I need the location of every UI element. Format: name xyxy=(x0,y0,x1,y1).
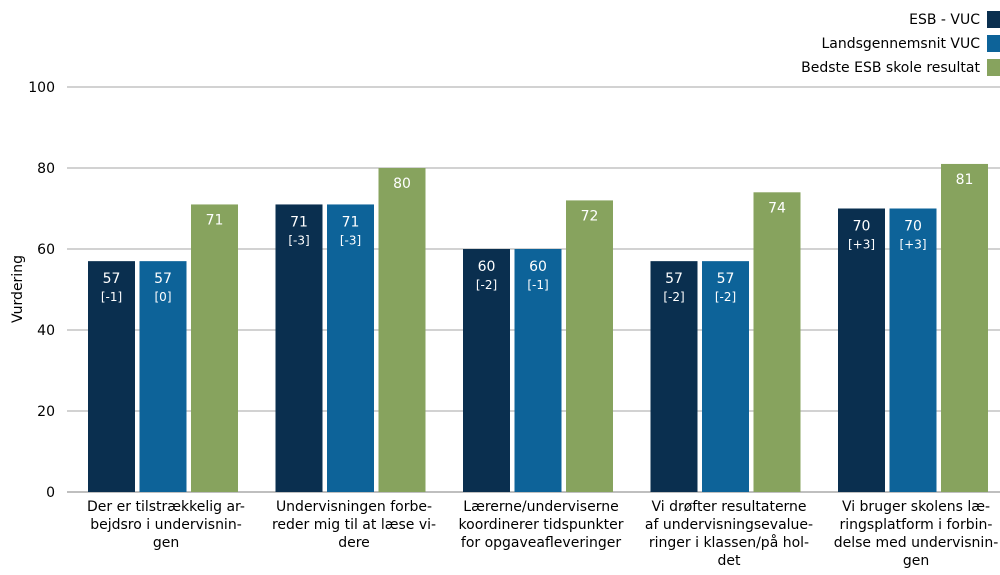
category-label-line: Vi drøfter resultaterne xyxy=(651,499,806,515)
delta-label: [-1] xyxy=(101,290,122,304)
data-label: 60 xyxy=(529,259,547,275)
y-tick-label: 80 xyxy=(37,161,55,177)
bar xyxy=(889,208,937,492)
category-label: Lærerne/underviserne koordinerer tidspunk… xyxy=(459,499,624,551)
y-tick-label: 20 xyxy=(37,404,55,420)
y-tick-label: 60 xyxy=(37,242,55,258)
y-tick-label: 40 xyxy=(37,323,55,339)
bar-group: 57 [-1] 57 [0] 71 xyxy=(88,204,238,492)
legend-label: Bedste ESB skole resultat xyxy=(801,60,980,76)
legend-item: Landsgennemsnit VUC xyxy=(821,35,1000,52)
bar xyxy=(514,249,562,492)
y-axis-label: Vurdering xyxy=(10,255,26,323)
bar-group: 57 [-2] 57 [-2] 74 xyxy=(650,192,801,493)
data-label: 70 xyxy=(904,219,922,235)
bar xyxy=(327,204,374,492)
category-label-line: gen xyxy=(153,535,179,551)
category-label-line: for opgaveafleveringer xyxy=(461,535,621,551)
category-label-line: Undervisningen forbe- xyxy=(276,499,432,515)
data-label: 57 xyxy=(103,271,121,287)
data-label: 57 xyxy=(717,271,735,287)
delta-label: [-2] xyxy=(715,290,736,304)
bar-group: 71 [-3] 71 [-3] 80 xyxy=(275,168,426,492)
delta-label: [+3] xyxy=(899,238,926,252)
category-label-line: af undervisningsevalue- xyxy=(645,517,813,533)
legend-swatch xyxy=(987,11,1000,28)
legend-swatch xyxy=(987,59,1000,76)
bar xyxy=(650,261,698,492)
data-label: 57 xyxy=(665,271,683,287)
bar-group: 70 [+3] 70 [+3] 81 xyxy=(838,163,988,492)
category-label-line: det xyxy=(718,553,742,569)
legend-swatch xyxy=(987,35,1000,52)
data-label: 81 xyxy=(956,172,974,188)
category-label-line: ringsplatform i forbin- xyxy=(840,517,993,533)
bar xyxy=(275,204,323,492)
category-label-line: Der er tilstrækkelig ar- xyxy=(87,499,245,515)
category-label-line: Vi bruger skolens læ- xyxy=(842,499,990,515)
data-label: 71 xyxy=(290,214,308,230)
category-label-line: gen xyxy=(903,553,929,569)
data-label: 80 xyxy=(393,176,411,192)
x-axis-category-labels: Der er tilstrækkelig ar-bejdsro i underv… xyxy=(87,499,998,569)
category-label: Der er tilstrækkelig ar-bejdsro i underv… xyxy=(87,499,245,551)
category-label-line: reder mig til at læse vi- xyxy=(272,517,436,533)
bar xyxy=(378,168,426,492)
bar xyxy=(838,208,885,492)
bar xyxy=(88,261,135,492)
legend-item: ESB - VUC xyxy=(909,11,1000,28)
category-label-line: dere xyxy=(338,535,370,551)
bar-group: 60 [-2] 60 [-1] 72 xyxy=(463,200,613,492)
category-label-line: delse med undervisnin- xyxy=(834,535,999,551)
delta-label: [+3] xyxy=(848,238,875,252)
legend: ESB - VUC Landsgennemsnit VUC Bedste ESB s… xyxy=(801,11,1000,76)
delta-label: [-2] xyxy=(663,290,684,304)
bar xyxy=(702,261,749,492)
data-label: 72 xyxy=(581,208,599,224)
legend-label: ESB - VUC xyxy=(909,12,980,28)
bar xyxy=(463,249,510,492)
y-tick-label: 0 xyxy=(46,485,55,501)
bar xyxy=(941,163,988,492)
data-label: 71 xyxy=(342,214,360,230)
delta-label: [0] xyxy=(155,290,172,304)
data-label: 57 xyxy=(154,271,172,287)
data-label: 74 xyxy=(768,200,786,216)
bar xyxy=(753,192,801,493)
data-label: 70 xyxy=(853,219,871,235)
bar xyxy=(139,261,187,492)
bars: 57 [-1] 57 [0] 71 71 [-3] 71 [-3] 80 60 [-2] 60 [-1] 7… xyxy=(88,163,988,493)
category-label: Vi bruger skolens læ-ringsplatform i for… xyxy=(834,499,999,569)
category-label: Undervisningen forbe-reder mig til at læ… xyxy=(272,499,436,551)
data-label: 60 xyxy=(478,259,496,275)
delta-label: [-3] xyxy=(340,233,361,247)
category-label-line: koordinerer tidspunkter xyxy=(459,517,624,533)
bar xyxy=(566,200,613,492)
category-label-line: ringer i klassen/på hol- xyxy=(649,534,809,551)
y-tick-label: 100 xyxy=(28,80,55,96)
category-label-line: Lærerne/underviserne xyxy=(463,499,618,515)
legend-label: Landsgennemsnit VUC xyxy=(821,36,980,52)
bar xyxy=(191,204,238,492)
delta-label: [-2] xyxy=(476,278,497,292)
legend-item: Bedste ESB skole resultat xyxy=(801,59,1000,76)
delta-label: [-3] xyxy=(288,233,309,247)
delta-label: [-1] xyxy=(527,278,548,292)
category-label-line: bejdsro i undervisnin- xyxy=(90,517,242,533)
y-axis-ticks: 0 20 40 60 80 100 xyxy=(28,80,55,501)
data-label: 71 xyxy=(206,212,224,228)
category-label: Vi drøfter resultaterne af undervisningse… xyxy=(645,499,813,569)
